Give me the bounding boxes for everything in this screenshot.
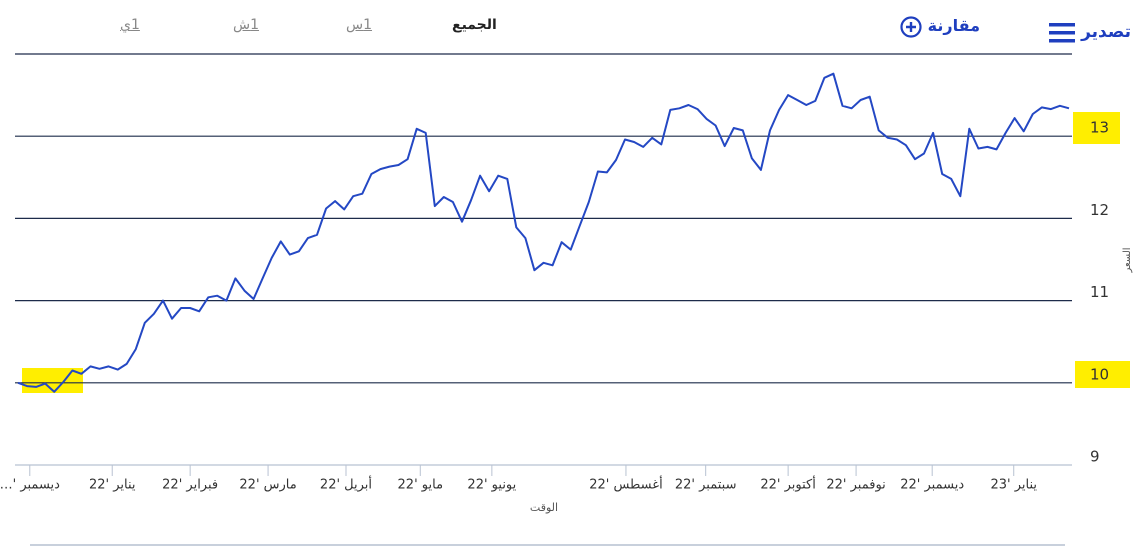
range-button[interactable]: 1ي — [120, 17, 140, 33]
x-tick-label: مايو '22 — [398, 478, 444, 493]
price-line — [17, 72, 1070, 393]
y-axis-title: السعر — [1122, 247, 1133, 273]
x-axis-title: الوقت — [530, 501, 558, 514]
range-button[interactable]: 1س — [346, 17, 373, 33]
highlight — [1075, 361, 1130, 388]
y-tick-label: 12 — [1090, 201, 1109, 219]
highlight — [22, 368, 83, 393]
menu-icon[interactable] — [1049, 22, 1076, 44]
x-tick-label: ديسمبر '… — [0, 478, 60, 493]
range-button[interactable]: 1ش — [233, 17, 260, 33]
compare-button[interactable]: مقارنة — [900, 16, 980, 38]
x-tick-label: أغسطس '22 — [589, 476, 663, 493]
x-tick-label: مارس '22 — [239, 478, 296, 493]
x-tick-label: ديسمبر '22 — [900, 478, 964, 493]
x-tick-label: يناير '22 — [89, 478, 136, 493]
x-tick-label: يونيو '22 — [467, 478, 516, 493]
x-tick-label: نوفمبر '22 — [826, 478, 885, 493]
export-label[interactable]: تصدير — [1081, 22, 1131, 42]
x-tick-label: يناير '23 — [990, 478, 1037, 493]
compare-label[interactable]: مقارنة — [927, 16, 980, 35]
y-tick-label: 11 — [1090, 283, 1109, 301]
plus-icon[interactable] — [900, 16, 922, 38]
y-tick-label: 9 — [1090, 448, 1100, 466]
highlight — [1073, 112, 1120, 144]
x-tick-label: سبتمبر '22 — [675, 478, 737, 493]
range-button[interactable]: الجميع — [452, 17, 497, 33]
export-button[interactable]: تصدير — [1049, 22, 1131, 43]
x-tick-label: فبراير '22 — [162, 478, 218, 493]
y-tick-label: 13 — [1090, 119, 1109, 137]
x-tick-label: أكتوبر '22 — [760, 476, 815, 493]
y-tick-label: 10 — [1090, 365, 1109, 383]
x-tick-label: أبريل '22 — [320, 476, 372, 493]
